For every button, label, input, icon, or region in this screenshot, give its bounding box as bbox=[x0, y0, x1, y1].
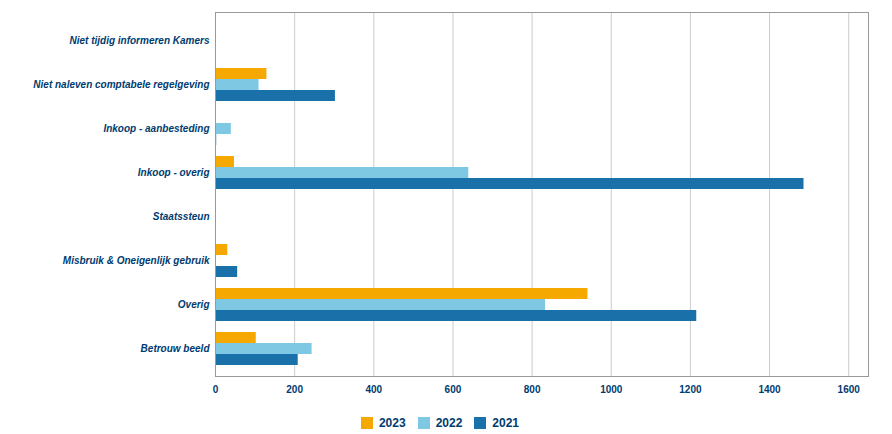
svg-text:Betrouw beeld: Betrouw beeld bbox=[141, 343, 211, 354]
svg-text:1600: 1600 bbox=[838, 384, 861, 395]
svg-text:Overig: Overig bbox=[178, 299, 210, 310]
svg-text:800: 800 bbox=[524, 384, 541, 395]
svg-text:0: 0 bbox=[213, 384, 219, 395]
svg-text:200: 200 bbox=[286, 384, 303, 395]
svg-text:Inkoop - aanbesteding: Inkoop - aanbesteding bbox=[103, 123, 209, 134]
svg-text:Misbruik & Oneigenlijk gebruik: Misbruik & Oneigenlijk gebruik bbox=[63, 255, 210, 266]
svg-text:1200: 1200 bbox=[679, 384, 702, 395]
svg-text:600: 600 bbox=[445, 384, 462, 395]
html-text:2023: 2023 bbox=[378, 415, 406, 430]
svg-text:400: 400 bbox=[365, 384, 382, 395]
svg-text:Inkoop - overig: Inkoop - overig bbox=[138, 167, 210, 178]
html-text:2021: 2021 bbox=[492, 415, 519, 430]
svg-text:1000: 1000 bbox=[600, 384, 623, 395]
svg-text:Niet tijdig informeren Kamers: Niet tijdig informeren Kamers bbox=[69, 35, 209, 46]
svg-text:Staatssteun: Staatssteun bbox=[153, 211, 210, 222]
svg-text:1400: 1400 bbox=[758, 384, 781, 395]
svg-text:Niet naleven comptabele regelg: Niet naleven comptabele regelgeving bbox=[33, 79, 209, 90]
html-text:2022: 2022 bbox=[435, 415, 463, 430]
